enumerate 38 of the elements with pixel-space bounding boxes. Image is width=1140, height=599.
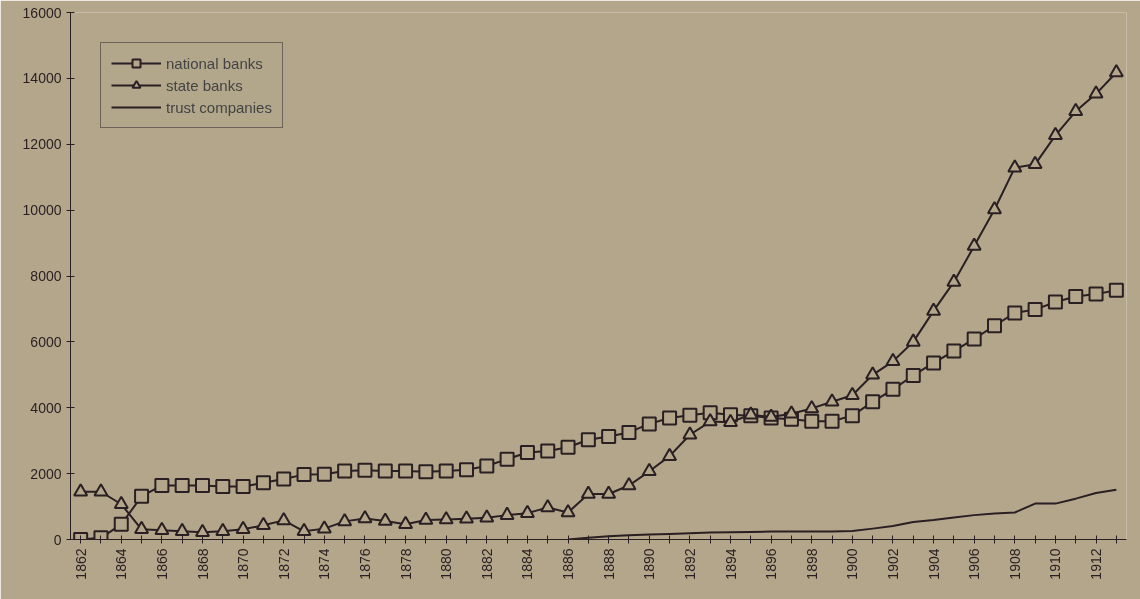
- legend-label: trust companies: [166, 98, 272, 116]
- x-tick-label: 1898: [803, 548, 820, 580]
- x-tick-label: 1888: [600, 548, 617, 580]
- x-tick-label: 1896: [763, 548, 780, 580]
- x-tick-label: 1904: [925, 548, 942, 580]
- x-tick-label: 1902: [884, 548, 901, 580]
- x-tick-label: 1872: [275, 548, 292, 580]
- x-tick-label: 1890: [641, 548, 658, 580]
- x-tick-label: 1868: [194, 548, 211, 580]
- x-tick-label: 1910: [1047, 548, 1064, 580]
- y-tick-label: 10000: [22, 202, 62, 219]
- legend-label: state banks: [166, 76, 243, 94]
- legend-label: national banks: [166, 54, 263, 72]
- y-tick-label: 2000: [30, 465, 62, 482]
- y-tick-label: 8000: [30, 268, 62, 284]
- x-tick-label: 1870: [235, 548, 252, 580]
- y-tick-label: 12000: [22, 136, 62, 153]
- x-tick-label: 1882: [478, 548, 495, 580]
- x-tick-label: 1864: [113, 548, 130, 580]
- y-tick-label: 0: [53, 531, 62, 548]
- x-tick-label: 1862: [72, 548, 89, 580]
- x-tick-label: 1876: [356, 548, 373, 580]
- x-tick-label: 1908: [1006, 548, 1023, 580]
- y-tick-label: 6000: [30, 333, 62, 350]
- x-tick-label: 1906: [966, 548, 983, 580]
- y-tick-label: 14000: [22, 70, 62, 87]
- x-tick-label: 1900: [844, 548, 861, 580]
- x-tick-label: 1878: [397, 548, 414, 580]
- x-tick-label: 1886: [560, 548, 577, 580]
- x-tick-label: 1874: [316, 548, 333, 580]
- y-tick-label: 16000: [22, 4, 62, 21]
- x-tick-label: 1912: [1088, 548, 1105, 580]
- x-tick-label: 1884: [519, 548, 536, 580]
- x-tick-label: 1892: [681, 548, 698, 580]
- x-tick-label: 1880: [438, 548, 455, 580]
- y-tick-label: 4000: [30, 399, 62, 416]
- x-tick-label: 1866: [153, 548, 170, 580]
- x-tick-label: 1894: [722, 548, 739, 580]
